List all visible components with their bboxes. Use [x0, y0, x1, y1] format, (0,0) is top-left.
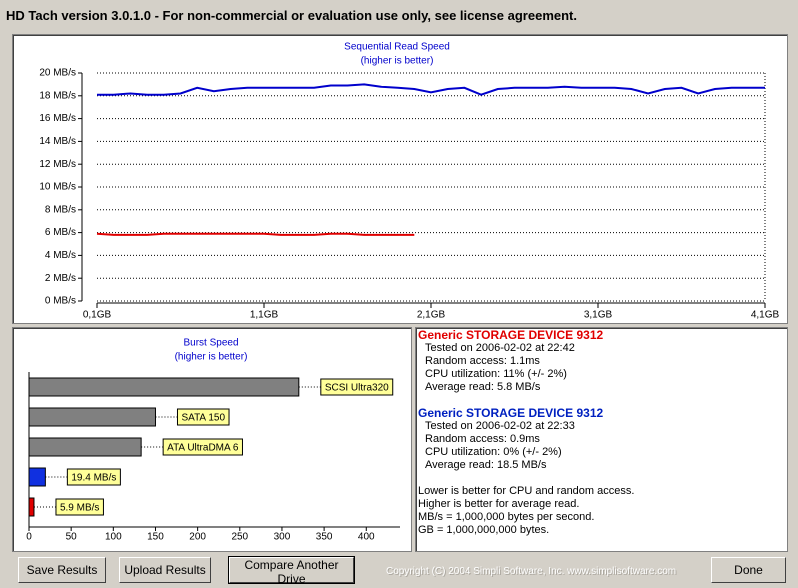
bar-tag: 19.4 MB/s — [71, 473, 116, 484]
y-tick-label: 8 MB/s — [45, 204, 76, 215]
y-tick-label: 16 MB/s — [39, 113, 76, 124]
line-subtitle: (higher is better) — [361, 56, 434, 67]
x-tick-label: 350 — [316, 532, 333, 543]
bar — [28, 377, 300, 397]
y-tick-label: 12 MB/s — [39, 159, 76, 170]
bar-tag: 5.9 MB/s — [60, 503, 99, 514]
x-tick-label: 250 — [231, 532, 248, 543]
y-tick-label: 18 MB/s — [39, 90, 76, 101]
note: Lower is better for CPU and random acces… — [418, 485, 635, 497]
x-tick-label: 0 — [26, 532, 32, 543]
upload-button[interactable]: Upload Results — [119, 557, 211, 583]
line-title: Sequential Read Speed — [344, 42, 450, 53]
result-line: Tested on 2006-02-02 at 22:33 — [425, 420, 575, 432]
device-heading: Generic STORAGE DEVICE 9312 — [418, 328, 604, 342]
x-tick-label: 1,1GB — [250, 310, 279, 321]
bar-tag: SCSI Ultra320 — [325, 383, 389, 394]
bar — [28, 407, 156, 427]
x-tick-label: 150 — [147, 532, 164, 543]
y-tick-label: 0 MB/s — [45, 296, 76, 307]
x-tick-label: 3,1GB — [584, 310, 613, 321]
bar — [28, 437, 142, 457]
line-panel — [12, 34, 788, 324]
bar — [28, 497, 35, 517]
copyright: Copyright (C) 2004 Simpli Software, Inc.… — [386, 566, 677, 577]
result-line: Random access: 0.9ms — [425, 433, 540, 445]
bar-tag: ATA UltraDMA 6 — [167, 443, 239, 454]
y-tick-label: 14 MB/s — [39, 136, 76, 147]
spacer — [418, 472, 780, 485]
device-heading: Generic STORAGE DEVICE 9312 — [418, 406, 604, 420]
save-button[interactable]: Save Results — [18, 557, 106, 583]
x-tick-label: 400 — [358, 532, 375, 543]
bar-title: Burst Speed — [183, 338, 238, 349]
results: Generic STORAGE DEVICE 9312 Tested on 200… — [418, 329, 780, 537]
tag-box — [66, 468, 121, 486]
line-series — [96, 232, 415, 236]
tag-box — [320, 378, 394, 396]
x-tick-label: 50 — [66, 532, 78, 543]
y-tick-label: 6 MB/s — [45, 227, 76, 238]
done-button[interactable]: Done — [711, 557, 786, 583]
tag-box — [55, 498, 104, 516]
result-line: Average read: 18.5 MB/s — [425, 459, 547, 471]
tag-box — [176, 408, 230, 426]
compare-button[interactable]: Compare Another Drive — [228, 556, 355, 586]
note: GB = 1,000,000,000 bytes. — [418, 524, 550, 536]
bar — [28, 467, 46, 487]
y-tick-label: 10 MB/s — [39, 182, 76, 193]
result-line: CPU utilization: 11% (+/- 2%) — [425, 368, 567, 380]
x-tick-label: 200 — [189, 532, 206, 543]
bar-subtitle: (higher is better) — [175, 352, 248, 363]
tag-box — [162, 438, 243, 456]
bar-tag: SATA 150 — [181, 413, 225, 424]
y-tick-label: 4 MB/s — [45, 250, 76, 261]
x-tick-label: 4,1GB — [751, 310, 780, 321]
x-tick-label: 0,1GB — [83, 310, 112, 321]
x-tick-label: 100 — [105, 532, 122, 543]
note: MB/s = 1,000,000 bytes per second. — [418, 511, 595, 523]
note: Higher is better for average read. — [418, 498, 580, 510]
y-tick-label: 2 MB/s — [45, 273, 76, 284]
x-tick-label: 2,1GB — [417, 310, 446, 321]
result-line: Tested on 2006-02-02 at 22:42 — [425, 342, 575, 354]
y-tick-label: 20 MB/s — [39, 68, 76, 79]
x-tick-label: 300 — [274, 532, 291, 543]
info-panel — [415, 327, 788, 552]
window-title: HD Tach version 3.0.1.0 - For non-commer… — [6, 8, 577, 23]
line-series — [97, 83, 765, 96]
result-line: Average read: 5.8 MB/s — [425, 381, 541, 393]
result-line: CPU utilization: 0% (+/- 2%) — [425, 446, 562, 458]
result-line: Random access: 1.1ms — [425, 355, 540, 367]
